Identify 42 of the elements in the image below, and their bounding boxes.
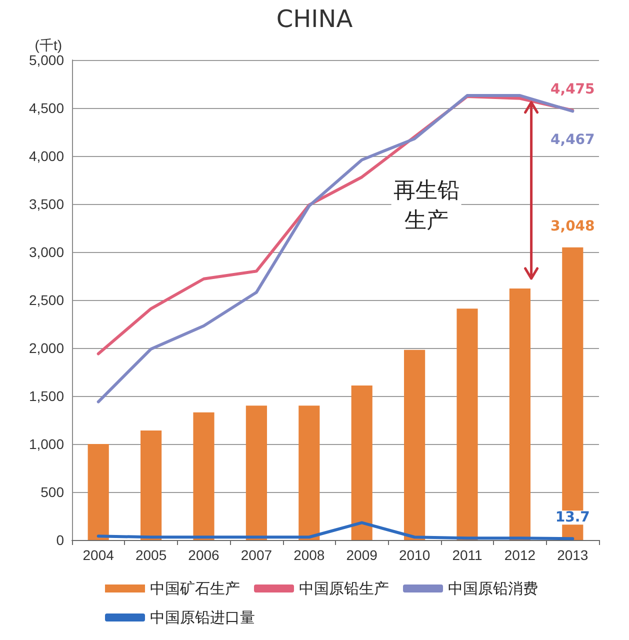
x-tick-label: 2007 (240, 547, 272, 563)
data-label: 3,048 (550, 218, 595, 234)
y-tick-label: 2,500 (28, 292, 64, 308)
x-tick-label: 2013 (557, 547, 588, 563)
x-tick-label: 2012 (504, 547, 536, 563)
line-series (96, 521, 574, 540)
data-label: 4,475 (550, 81, 595, 98)
data-label: 4,467 (550, 132, 595, 148)
y-axis-title: (千t) (34, 37, 62, 53)
chart-title: CHINA (276, 5, 354, 33)
y-tick-label: 1,000 (28, 436, 64, 452)
x-tick-label: 2006 (188, 547, 220, 563)
y-tick-label: 4,500 (28, 100, 64, 116)
bar (246, 406, 267, 540)
x-tick-label: 2011 (452, 547, 483, 563)
data-label: 13.7 (555, 510, 590, 526)
x-tick-label: 2008 (294, 547, 325, 563)
y-tick-label: 1,500 (28, 388, 64, 404)
y-tick-label: 0 (56, 532, 64, 548)
legend-label: 中国矿石生产 (150, 580, 240, 598)
y-tick-label: 4,000 (28, 148, 64, 164)
bar (140, 430, 162, 540)
legend-label: 中国原铅生产 (299, 580, 389, 598)
legend-label: 中国原铅进口量 (150, 608, 255, 626)
x-tick-label: 2010 (398, 547, 430, 563)
bar (88, 444, 109, 540)
annotation: 再生铅生产 (393, 178, 460, 234)
y-tick-label: 5,000 (28, 52, 64, 68)
bar (351, 385, 372, 540)
bar (509, 288, 530, 540)
bar (298, 406, 320, 540)
y-tick-label: 500 (40, 484, 64, 500)
legend-label: 中国原铅消费 (448, 580, 538, 598)
y-tick-label: 3,500 (28, 196, 64, 212)
bar (456, 308, 478, 540)
x-tick-label: 2005 (135, 547, 167, 563)
bar (404, 350, 426, 540)
y-tick-label: 3,000 (28, 244, 64, 260)
x-tick-label: 2004 (82, 547, 114, 563)
x-tick-label: 2009 (346, 547, 378, 563)
bar (193, 412, 214, 540)
y-tick-label: 2,000 (28, 340, 64, 356)
